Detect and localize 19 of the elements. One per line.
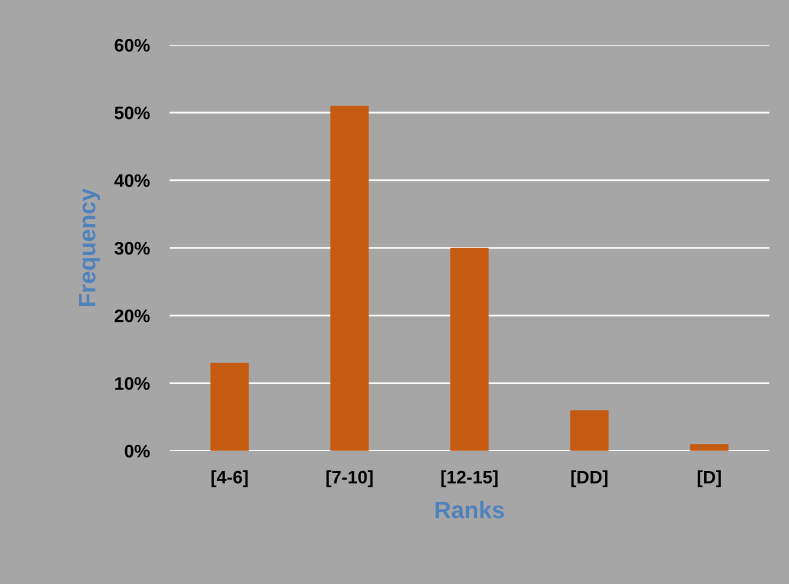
x-tick-label: [D] [698,470,721,488]
y-tick-label: 40% [114,174,150,187]
x-axis-title: Ranks [436,501,504,518]
x-tick-label: [DD] [571,470,608,488]
y-tick-label: 60% [114,38,150,52]
bar [690,444,728,451]
bar [570,410,609,451]
y-tick-label: 20% [114,309,150,322]
bar [210,362,249,451]
y-tick-label: 30% [114,242,150,255]
x-tick-label: [7-10] [326,470,373,488]
y-tick-label: 0% [124,444,150,458]
y-tick-label: 10% [115,377,150,390]
x-tick-label: [4-6] [212,470,248,488]
bar [450,248,489,451]
x-tick-label: [12-15] [441,470,498,488]
bar [330,106,369,451]
y-tick-label: 50% [114,106,150,120]
y-axis-title: Frequency [79,188,100,306]
